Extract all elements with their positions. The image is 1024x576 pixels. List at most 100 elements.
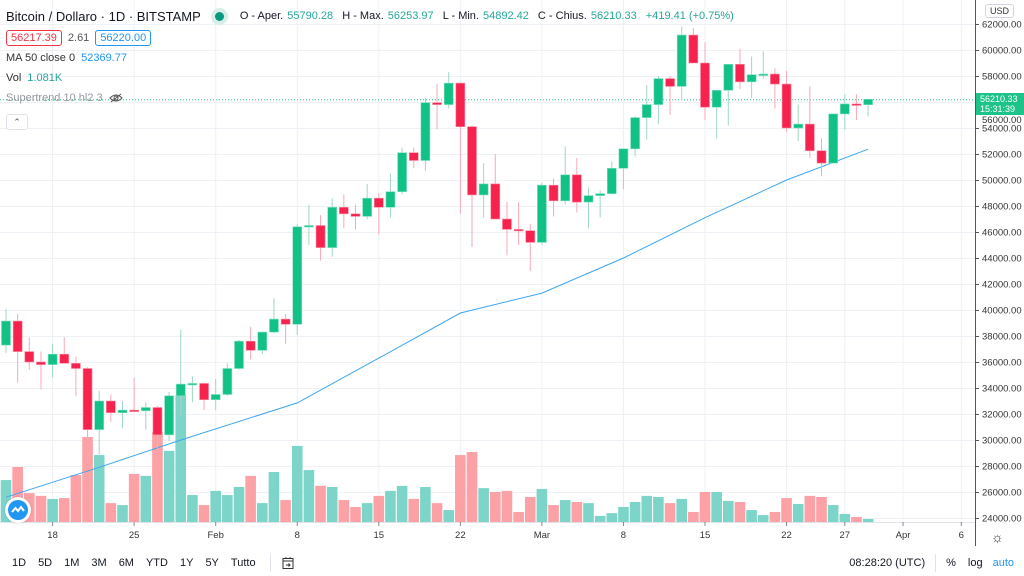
candle-body (805, 123, 815, 152)
candle-body (71, 362, 81, 369)
currency-selector[interactable]: USD (985, 4, 1015, 18)
go-to-date-icon[interactable] (281, 556, 295, 570)
volume-bar (699, 492, 711, 522)
low-value: 54892.42 (482, 10, 529, 22)
volume-bar (513, 512, 524, 522)
candle-body (59, 353, 70, 364)
timeframe-3m[interactable]: 3M (91, 557, 107, 569)
candle-body (746, 74, 757, 83)
low-label: L - Min. (442, 10, 479, 22)
buy-button[interactable]: 56220.00 (95, 30, 152, 46)
ma-value: 52369.77 (81, 52, 127, 64)
supertrend-legend[interactable]: Supertrend 10 hl2 3 (6, 88, 740, 108)
candle-body (478, 183, 489, 196)
timeframe-5y[interactable]: 5Y (205, 557, 219, 569)
high-value: 56253.97 (387, 10, 434, 22)
bid-ask-row: 56217.39 2.61 56220.00 (6, 28, 740, 48)
volume-bar (408, 498, 420, 522)
volume-bar (734, 502, 746, 522)
candle-body (327, 207, 338, 248)
volume-bar (70, 475, 82, 522)
candle-body (1, 320, 11, 346)
time-tick-label: 8 (295, 530, 300, 541)
volume-bar (571, 502, 583, 522)
price-chart[interactable]: 62000.00 60000.00 58000.00 56000.0054000.00… (0, 0, 1024, 546)
timeframe-all[interactable]: Tutto (230, 557, 256, 569)
toolbar-right: 08:28:20 (UTC) % log auto (849, 554, 1024, 572)
volume-bar (350, 507, 361, 522)
log-scale-toggle[interactable]: log (967, 557, 983, 569)
time-axis[interactable]: 18 25 Feb 8 15 22 Mar 8 15 22 27 Apr 6 (47, 522, 964, 541)
volume-bar (140, 475, 152, 522)
timeframe-ytd[interactable]: YTD (145, 557, 168, 569)
candle-body (630, 117, 640, 150)
last-price-label: 56210.33 15:31:39 (976, 93, 1024, 115)
vol-value: 1.081K (27, 72, 63, 84)
time-tick-label: 15 (374, 530, 385, 541)
candle-body (560, 174, 571, 202)
candle-body (839, 103, 850, 115)
candle-body (222, 368, 233, 395)
candle-body (175, 383, 186, 397)
symbol-row: Bitcoin / Dollaro · 1D · BITSTAMP O - Ap… (6, 6, 740, 26)
timeframe-5d[interactable]: 5D (38, 557, 53, 569)
volume-bar (373, 495, 385, 522)
collapse-legend-button[interactable]: ⌃ (6, 114, 28, 130)
bar-countdown: 15:31:39 (980, 104, 1016, 114)
tradingview-logo[interactable] (5, 497, 31, 523)
price-tick-label: 54000.00 (982, 124, 1022, 135)
candle-body (245, 340, 256, 351)
candle-body (362, 197, 372, 217)
eye-hidden-icon[interactable] (108, 93, 123, 103)
timeframe-1y[interactable]: 1Y (179, 557, 194, 569)
spread-value: 2.61 (67, 32, 90, 44)
volume-bar (746, 510, 757, 522)
volume-bar (431, 503, 443, 522)
price-tick-label: 58000.00 (982, 72, 1022, 83)
volume-legend[interactable]: Vol 1.081K (6, 68, 740, 88)
candle-body (292, 226, 303, 325)
timeframe-1d[interactable]: 1D (12, 557, 27, 569)
candle-body (618, 148, 629, 169)
price-tick-label: 38000.00 (982, 332, 1022, 343)
candle-body (141, 407, 151, 412)
timeframe-1m[interactable]: 1M (64, 557, 80, 569)
percent-scale-toggle[interactable]: % (946, 557, 956, 569)
last-price-value: 56210.33 (980, 94, 1018, 104)
market-open-icon (214, 11, 224, 21)
sell-button[interactable]: 56217.39 (6, 30, 62, 46)
candle-body (36, 361, 46, 365)
price-tick-label: 50000.00 (982, 176, 1022, 187)
divider (935, 554, 937, 572)
volume-bar (792, 503, 804, 522)
candle-body (513, 229, 524, 232)
candle-body (816, 150, 827, 164)
volume-bar (606, 513, 618, 522)
ma-legend[interactable]: MA 50 close 0 52369.77 (6, 48, 740, 68)
auto-scale-toggle[interactable]: auto (992, 557, 1014, 569)
symbol-title[interactable]: Bitcoin / Dollaro · 1D · BITSTAMP (6, 8, 201, 24)
volume-bar (280, 500, 291, 522)
volume-bar (653, 497, 664, 522)
settings-gear-icon[interactable]: ☼ (991, 529, 1004, 545)
time-tick-label: Feb (208, 530, 224, 541)
time-tick-label: 6 (959, 530, 964, 541)
candle-body (420, 102, 431, 161)
candle-body (432, 102, 442, 105)
bottom-toolbar: 1D 5D 1M 3M 6M YTD 1Y 5Y Tutto 08:28:20 … (0, 550, 1024, 576)
candle-body (641, 104, 652, 118)
time-tick-label: 27 (840, 530, 851, 541)
candle-body (339, 207, 349, 215)
candle-body (385, 191, 396, 208)
time-tick-label: 15 (700, 530, 711, 541)
price-tick-label: 32000.00 (982, 410, 1022, 421)
price-tick-label: 46000.00 (982, 228, 1022, 239)
price-tick-label: 26000.00 (982, 488, 1022, 499)
volume-bar (163, 450, 175, 522)
volume-bar (536, 488, 548, 522)
volume-bar (0, 480, 12, 522)
candle-body (851, 103, 862, 106)
clock-timezone[interactable]: 08:28:20 (UTC) (849, 557, 926, 569)
timeframe-6m[interactable]: 6M (118, 557, 134, 569)
price-axis[interactable]: 62000.00 60000.00 58000.00 56000.0054000.00… (975, 20, 1022, 525)
